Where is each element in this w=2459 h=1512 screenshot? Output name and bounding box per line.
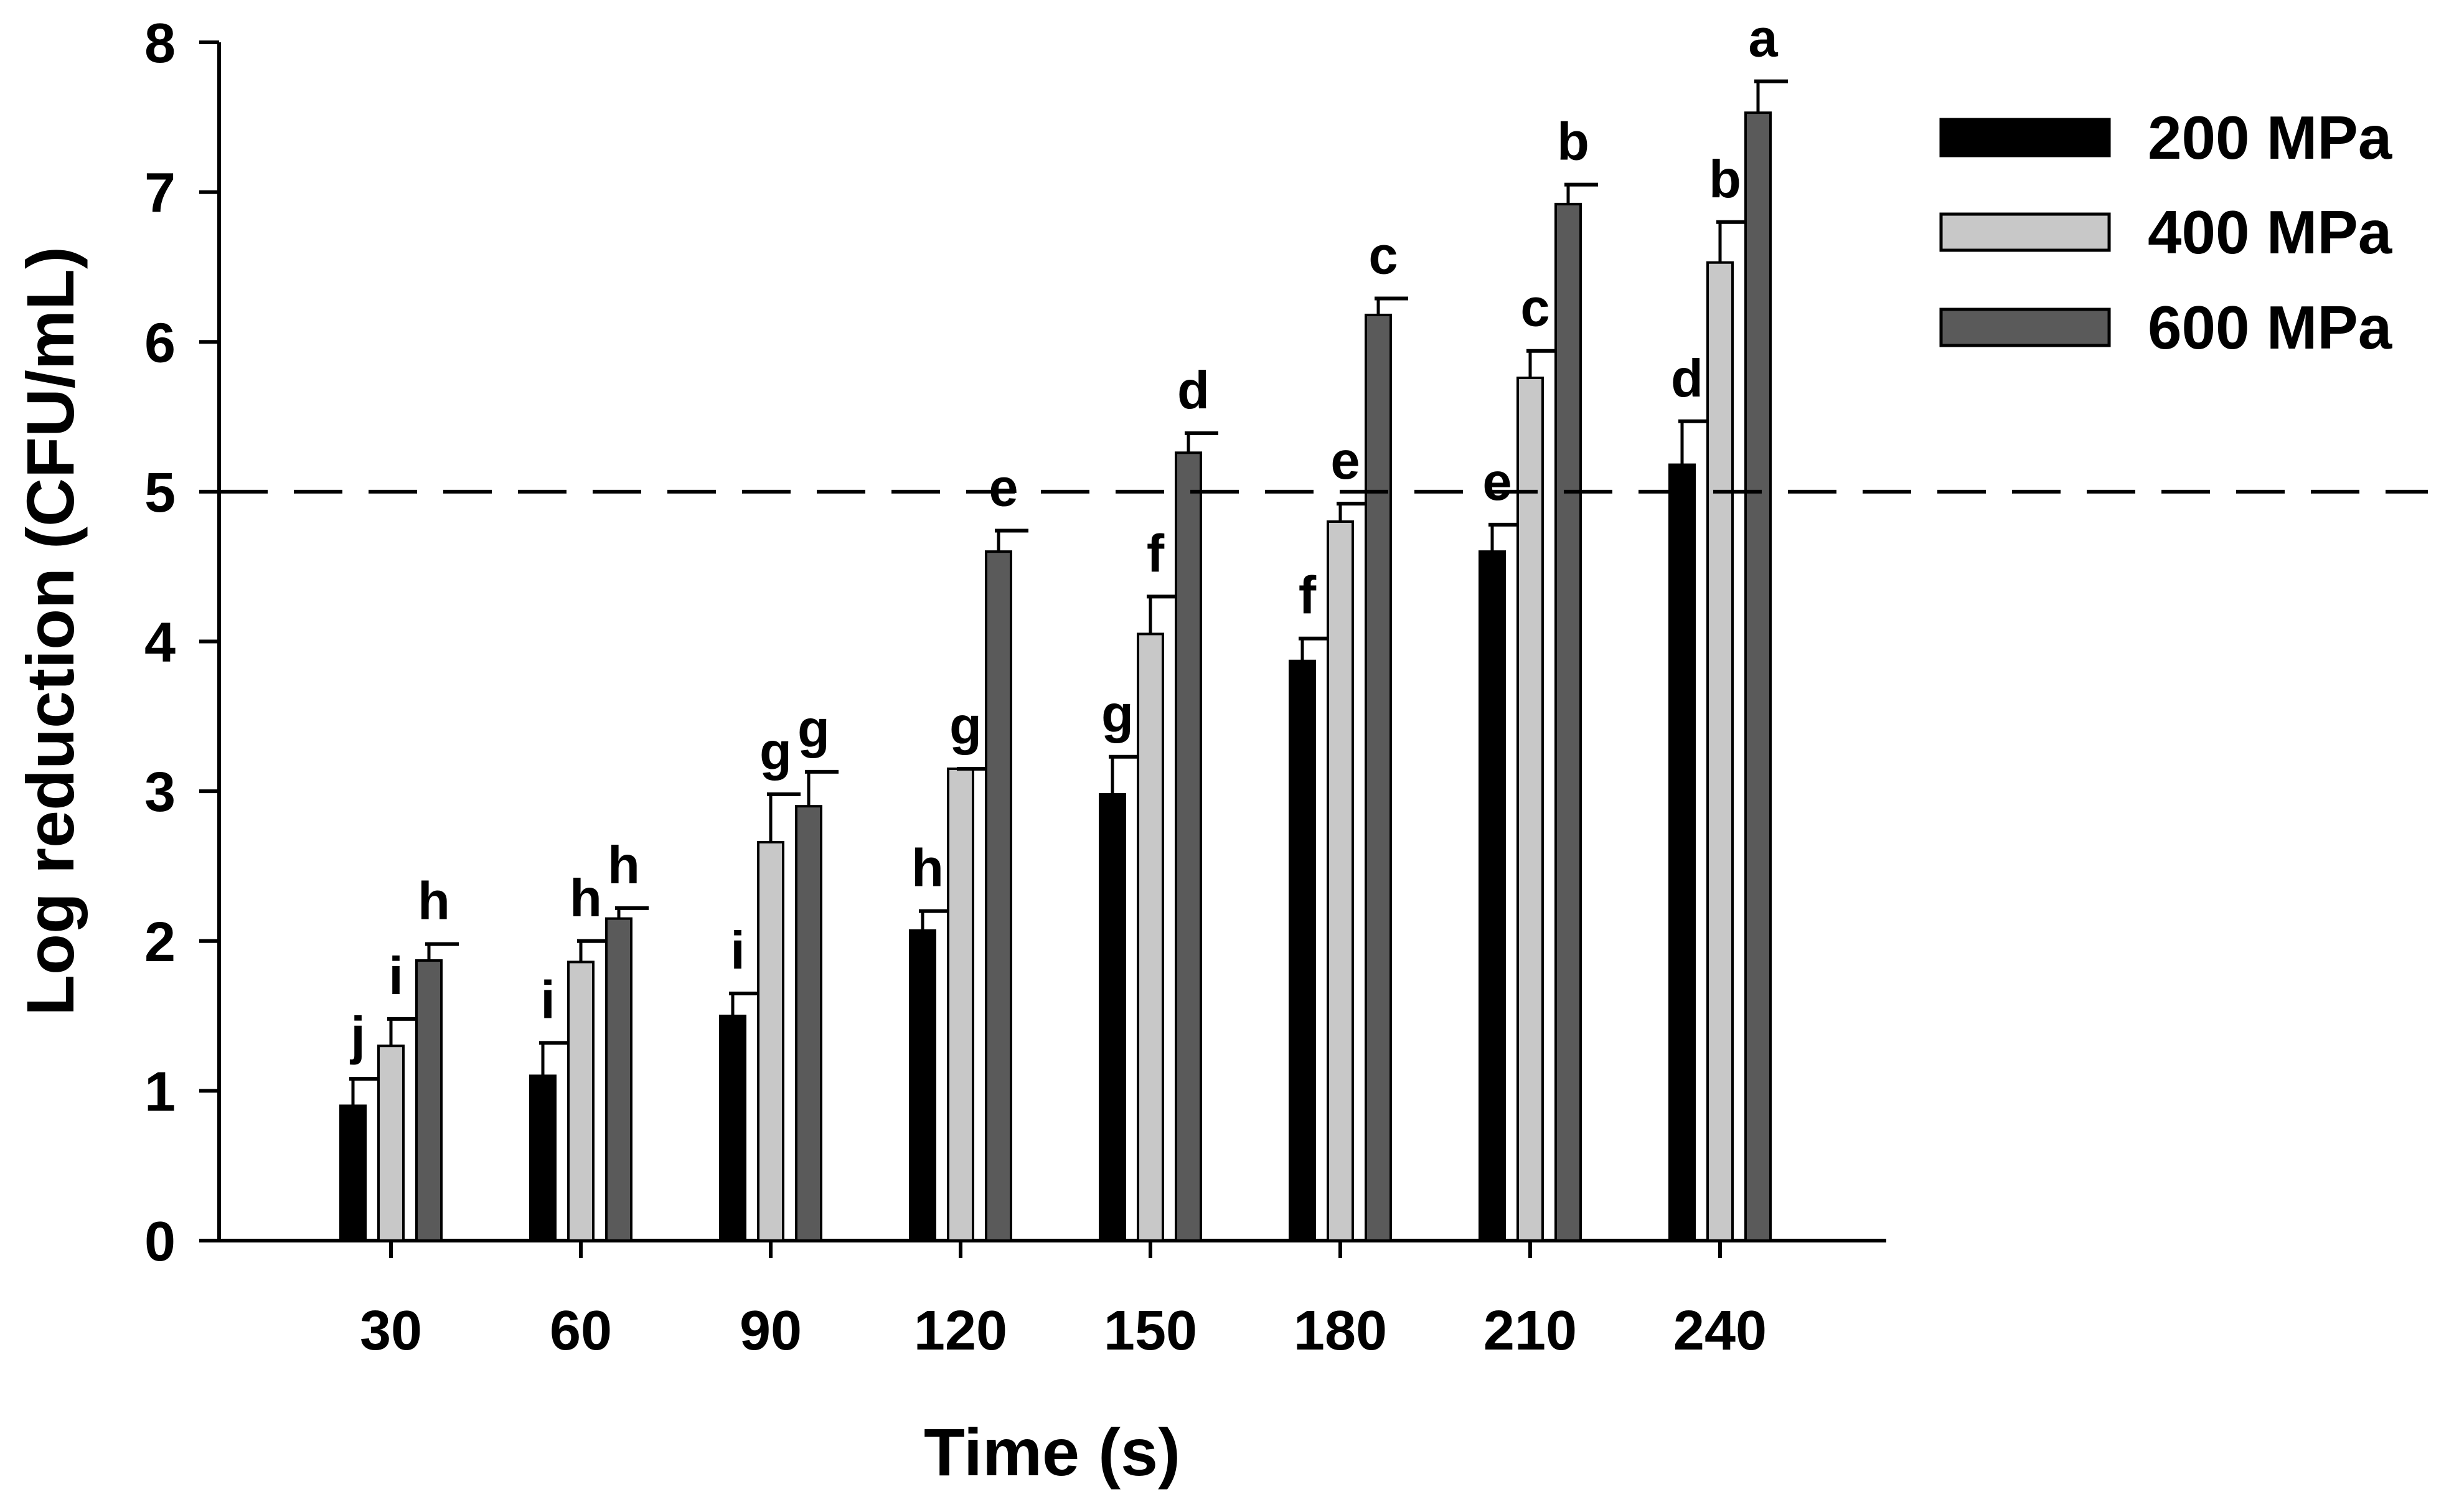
bar-200-mpa	[1479, 550, 1506, 1242]
bar-400-mpa	[947, 768, 974, 1242]
bar-400-mpa	[1137, 632, 1164, 1242]
bar-400-mpa	[377, 1045, 405, 1242]
bar-200-mpa	[529, 1074, 557, 1242]
x-tick-label: 90	[740, 1300, 802, 1362]
bar-200-mpa	[909, 929, 936, 1242]
significance-label: g	[759, 722, 792, 781]
significance-label: e	[1482, 453, 1512, 512]
y-tick-label: 4	[144, 612, 176, 674]
bar-200-mpa	[1099, 792, 1126, 1242]
x-tick-label: 60	[550, 1300, 612, 1362]
significance-label: h	[418, 872, 450, 931]
bar-600-mpa	[795, 805, 822, 1242]
significance-label: h	[911, 839, 944, 898]
y-axis-title: Log reduction (CFU/mL)	[12, 247, 88, 1016]
significance-label: h	[570, 869, 602, 928]
bar-200-mpa	[719, 1015, 746, 1242]
significance-label: d	[1671, 349, 1703, 408]
bar-600-mpa	[1175, 451, 1202, 1242]
x-tick-label: 210	[1483, 1300, 1577, 1362]
legend-swatch-600-mpa	[1939, 308, 2111, 347]
significance-label: f	[1299, 566, 1317, 626]
legend-label: 200 MPa	[2148, 103, 2393, 172]
y-tick-label: 8	[144, 12, 176, 75]
y-tick-label: 3	[144, 761, 176, 824]
legend-label: 400 MPa	[2148, 198, 2393, 266]
significance-label: g	[949, 697, 982, 756]
bar-200-mpa	[1289, 659, 1316, 1242]
significance-label: c	[1520, 279, 1549, 338]
significance-label: i	[540, 970, 555, 1030]
bar-400-mpa	[567, 960, 595, 1242]
bar-200-mpa	[1668, 463, 1696, 1242]
significance-label: g	[1101, 685, 1134, 744]
legend-swatch-200-mpa	[1939, 118, 2111, 157]
significance-label: b	[1557, 113, 1589, 172]
bar-600-mpa	[605, 917, 632, 1242]
bar-400-mpa	[1706, 261, 1734, 1242]
x-tick-label: 120	[914, 1300, 1007, 1362]
significance-label: d	[1177, 361, 1210, 420]
significance-label: j	[349, 1007, 365, 1066]
significance-label: e	[989, 458, 1018, 517]
bar-600-mpa	[1744, 111, 1772, 1242]
bar-400-mpa	[757, 840, 784, 1242]
bar-600-mpa	[985, 550, 1012, 1242]
x-tick-label: 150	[1104, 1300, 1197, 1362]
bar-600-mpa	[415, 959, 443, 1242]
y-tick-label: 1	[144, 1061, 176, 1123]
significance-label: g	[797, 700, 830, 759]
x-tick-label: 240	[1673, 1300, 1767, 1362]
bar-400-mpa	[1327, 520, 1354, 1242]
y-tick-label: 6	[144, 312, 176, 374]
significance-label: a	[1748, 9, 1778, 68]
bar-600-mpa	[1365, 313, 1392, 1242]
significance-label: f	[1147, 524, 1165, 583]
significance-label: b	[1709, 150, 1741, 209]
bar-600-mpa	[1554, 202, 1582, 1242]
significance-label: i	[730, 921, 745, 980]
x-tick-label: 180	[1294, 1300, 1387, 1362]
y-tick-label: 7	[144, 162, 176, 225]
significance-label: c	[1368, 226, 1398, 285]
x-axis-title: Time (s)	[924, 1414, 1180, 1490]
bar-400-mpa	[1516, 377, 1544, 1242]
y-tick-label: 5	[144, 462, 176, 524]
significance-label: e	[1330, 431, 1360, 491]
bar-200-mpa	[339, 1104, 367, 1242]
significance-label: i	[388, 947, 403, 1006]
x-tick-label: 30	[360, 1300, 422, 1362]
legend-swatch-400-mpa	[1939, 212, 2111, 252]
legend-label: 600 MPa	[2148, 293, 2393, 362]
significance-label: h	[608, 836, 640, 895]
y-tick-label: 0	[144, 1211, 176, 1273]
y-tick-label: 2	[144, 911, 176, 974]
